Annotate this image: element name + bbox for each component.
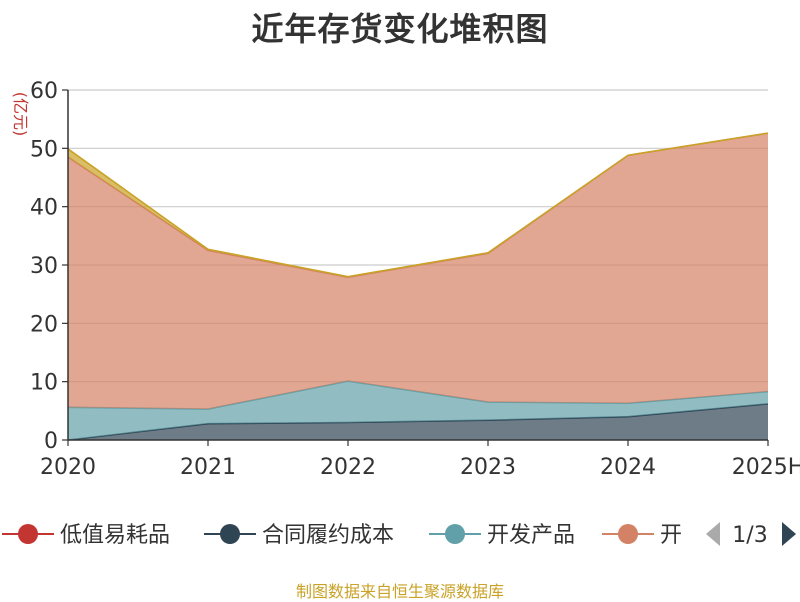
legend-item-4[interactable]: 开 (602, 523, 682, 548)
x-tick-label: 2020 (40, 455, 96, 480)
legend-item-1[interactable]: 低值易耗品 (2, 523, 170, 548)
y-tick-label: 50 (30, 137, 58, 162)
area-series-3 (68, 133, 768, 410)
legend-item-2[interactable]: 合同履约成本 (204, 523, 394, 548)
x-tick-label: 2024 (600, 455, 656, 480)
y-tick-label: 40 (30, 196, 58, 221)
x-tick-label: 2023 (460, 455, 516, 480)
source-note: 制图数据来自恒生聚源数据库 (295, 582, 504, 601)
area-series-line-1 (67, 403, 769, 441)
y-tick-label: 10 (30, 371, 58, 396)
area-series-2 (68, 381, 768, 440)
legend-label: 合同履约成本 (262, 523, 394, 548)
x-tick-label: 2022 (320, 455, 376, 480)
y-tick-label: 0 (44, 429, 58, 454)
legend-label: 低值易耗品 (60, 523, 170, 548)
legend-marker (220, 524, 240, 544)
axes: 0 10 20 30 40 50 60 2020 2021 2022 2023 2024 2025H (亿… (11, 79, 800, 480)
area-series-layer (67, 132, 769, 441)
legend-label: 开 (660, 523, 682, 548)
y-tick-label: 60 (30, 79, 58, 104)
legend-marker (618, 524, 638, 544)
y-axis-label: (亿元) (11, 92, 30, 137)
chart-title: 近年存货变化堆积图 (251, 10, 549, 48)
legend-item-3[interactable]: 开发产品 (429, 523, 575, 548)
legend-label: 开发产品 (487, 523, 575, 548)
legend-marker (445, 524, 465, 544)
x-tick-label: 2021 (180, 455, 236, 480)
legend: 低值易耗品 合同履约成本 开发产品 开 1/3 (2, 522, 796, 548)
legend-prev-icon[interactable] (706, 522, 720, 546)
legend-marker (18, 524, 38, 544)
legend-next-icon[interactable] (782, 522, 796, 546)
legend-page-indicator: 1/3 (732, 523, 767, 548)
y-tick-label: 30 (30, 254, 58, 279)
y-tick-label: 20 (30, 312, 58, 337)
area-series-line-4 (67, 132, 769, 278)
x-tick-label: 2025H (732, 455, 800, 480)
